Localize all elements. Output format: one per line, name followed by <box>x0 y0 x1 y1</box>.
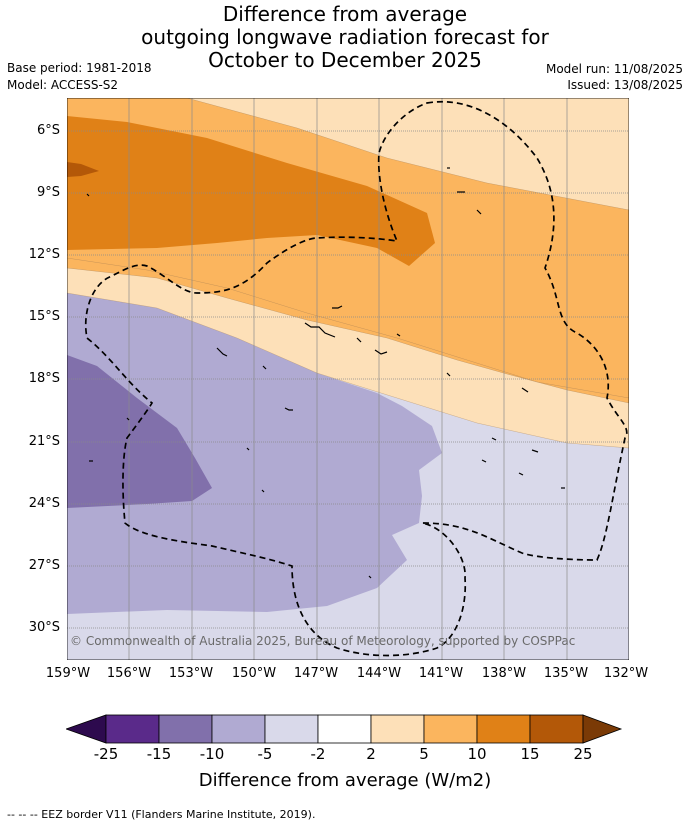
olr-anomaly-map <box>67 98 629 660</box>
lon-label-135W: 135°W <box>543 666 589 681</box>
copyright-notice: © Commonwealth of Australia 2025, Bureau… <box>70 634 576 648</box>
colorbar-tick-minus2: -2 <box>310 745 326 763</box>
colorbar-tick-10: 10 <box>467 745 487 763</box>
eez-footnote: -- -- -- EEZ border V11 (Flanders Marine… <box>7 808 316 821</box>
colorbar-extend-high <box>582 714 623 744</box>
title-line-2: outgoing longwave radiation forecast for <box>141 25 549 49</box>
island-marks <box>86 167 565 579</box>
lat-label-27S: 27°S <box>28 558 60 573</box>
colorbar-swatch-minus15-minus10 <box>158 714 213 744</box>
colorbar-extend-low <box>66 714 107 744</box>
colorbar-tick-2: 2 <box>366 745 376 763</box>
lon-label-153W: 153°W <box>168 666 214 681</box>
title-line-3: October to December 2025 <box>208 48 482 72</box>
lon-label-147W: 147°W <box>293 666 339 681</box>
lat-label-12S: 12°S <box>28 247 60 262</box>
band-10-to-15 <box>67 116 435 266</box>
colorbar-swatch-minus5-minus2 <box>264 714 319 744</box>
lon-label-144W: 144°W <box>356 666 402 681</box>
lon-label-150W: 150°W <box>231 666 277 681</box>
colorbar-tick-25: 25 <box>573 745 593 763</box>
colorbar <box>66 714 623 744</box>
lon-label-156W: 156°W <box>106 666 152 681</box>
model-run-label: Model run: 11/08/2025 <box>545 62 683 76</box>
lon-label-141W: 141°W <box>418 666 464 681</box>
lat-label-21S: 21°S <box>28 434 60 449</box>
colorbar-tick-minus5: -5 <box>257 745 273 763</box>
lon-label-159W: 159°W <box>45 666 91 681</box>
issued-label: Issued: 13/08/2025 <box>567 78 683 92</box>
lon-label-138W: 138°W <box>481 666 527 681</box>
grid-lines-vertical <box>128 98 568 660</box>
colorbar-swatch-minus25-minus15 <box>105 714 160 744</box>
model-label: Model: ACCESS-S2 <box>7 78 119 92</box>
title-line-1: Difference from average <box>222 2 468 26</box>
grid-lines <box>67 130 629 629</box>
colorbar-tick-15: 15 <box>520 745 540 763</box>
base-period-label: Base period: 1981-2018 <box>7 61 152 75</box>
lon-label-132W: 132°W <box>603 666 649 681</box>
colorbar-swatch-minus10-minus5 <box>211 714 266 744</box>
colorbar-swatch-15-25 <box>529 714 584 744</box>
band-minus15-to-minus10 <box>67 355 212 508</box>
colorbar-swatch-10-15 <box>476 714 531 744</box>
lat-label-24S: 24°S <box>28 496 60 511</box>
colorbar-tick-5: 5 <box>419 745 429 763</box>
eez-border-dashed <box>84 100 628 657</box>
colorbar-tick-minus25: -25 <box>93 745 119 763</box>
colorbar-swatch-2-5 <box>370 714 425 744</box>
colorbar-tick-minus10: -10 <box>199 745 225 763</box>
lat-label-18S: 18°S <box>28 371 60 386</box>
lat-label-30S: 30°S <box>28 620 60 635</box>
band-15-to-25 <box>67 162 99 177</box>
lat-label-6S: 6°S <box>36 123 60 138</box>
colorbar-title: Difference from average (W/m2) <box>198 770 492 791</box>
lat-label-15S: 15°S <box>28 309 60 324</box>
colorbar-swatch-5-10 <box>423 714 478 744</box>
band-minus10-to-minus5 <box>67 293 442 614</box>
contour-outlines <box>67 98 629 449</box>
colorbar-swatch-minus2-2 <box>317 714 372 744</box>
lat-label-9S: 9°S <box>36 185 60 200</box>
colorbar-tick-minus15: -15 <box>146 745 172 763</box>
